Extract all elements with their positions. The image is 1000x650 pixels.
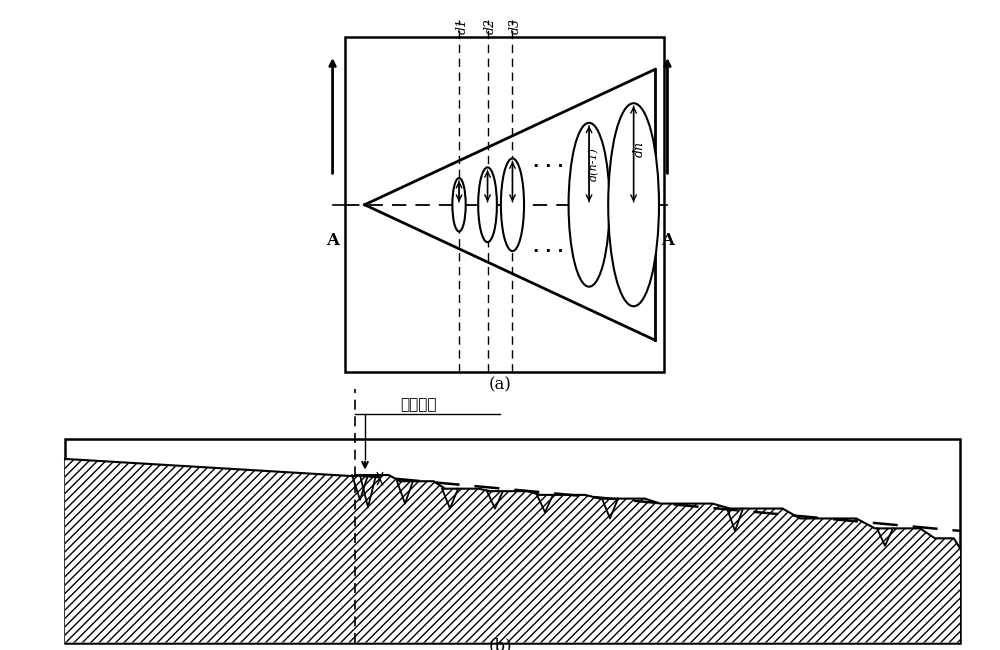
Text: (a): (a) [489,376,511,393]
Ellipse shape [501,159,524,251]
Text: . . .: . . . [533,153,563,171]
Polygon shape [365,70,655,340]
Ellipse shape [478,167,497,242]
Text: . . .: . . . [533,239,563,257]
Text: d3: d3 [509,18,522,34]
Ellipse shape [569,123,610,287]
Text: d1: d1 [456,18,469,34]
Text: A: A [326,232,339,249]
Text: d(n-1): d(n-1) [589,147,599,181]
Text: d2: d2 [484,18,497,34]
Ellipse shape [452,178,466,231]
Text: 临界深度: 临界深度 [400,396,436,412]
Bar [345,37,664,372]
Text: dn: dn [632,141,645,157]
Bar [65,439,960,643]
Text: (b): (b) [488,638,512,650]
Text: A: A [661,232,674,249]
Ellipse shape [608,103,659,306]
